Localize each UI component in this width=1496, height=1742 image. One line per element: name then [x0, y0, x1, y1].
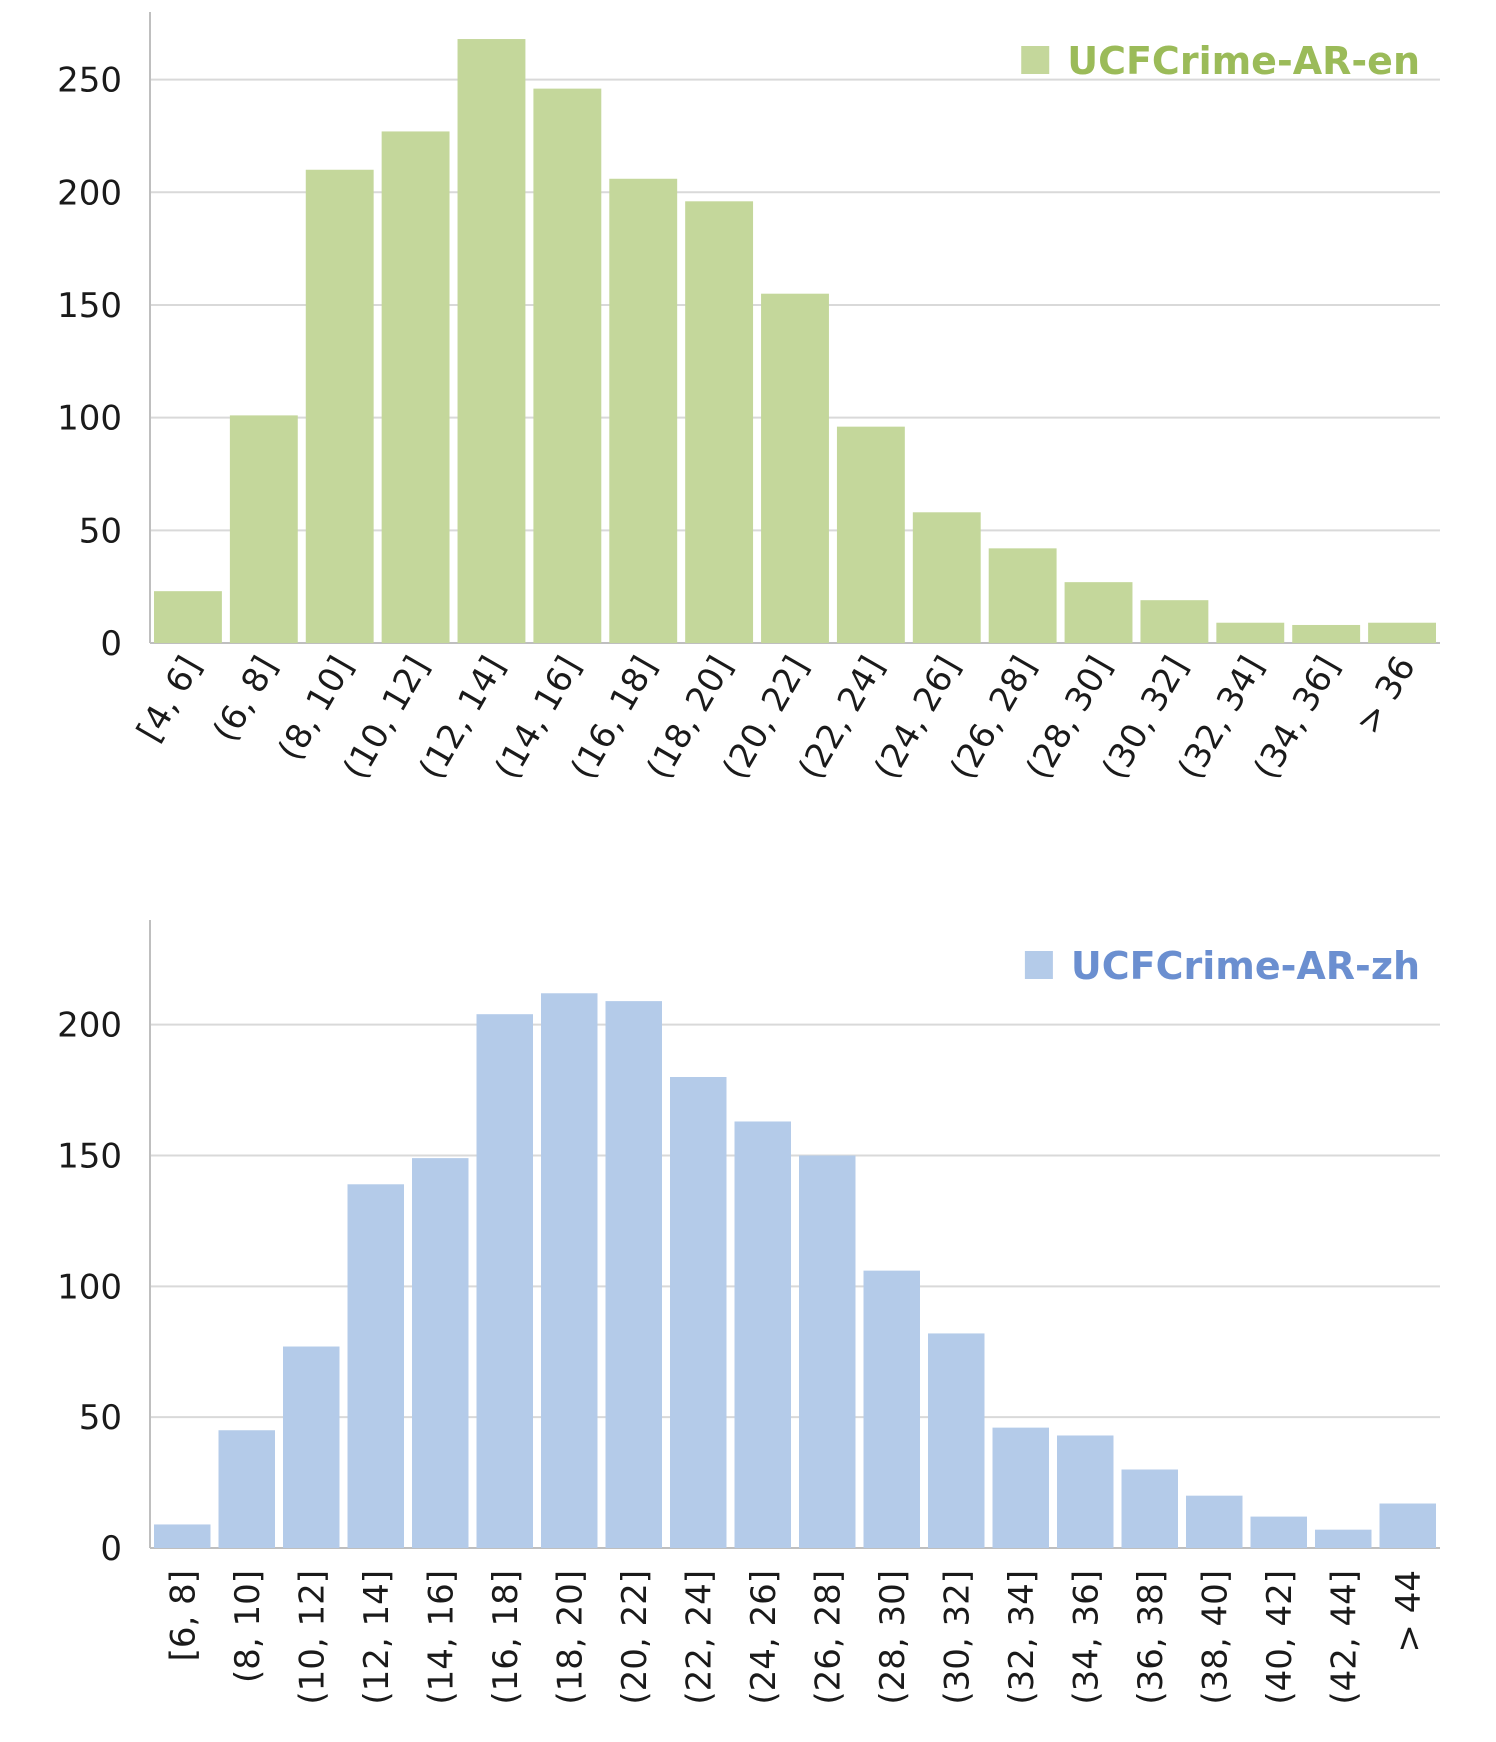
x-tick-label: (14, 16] [421, 1570, 461, 1705]
x-tick-label: [6, 8] [163, 1570, 203, 1661]
y-tick-label: 200 [57, 1006, 122, 1046]
bar [670, 1077, 727, 1548]
bar [1186, 1495, 1243, 1548]
x-tick-label: (18, 20] [550, 1570, 590, 1705]
bar [863, 1270, 920, 1548]
x-tick-label: (16, 18] [486, 1570, 526, 1705]
y-tick-label: 50 [79, 511, 122, 551]
legend-swatch [1021, 46, 1050, 74]
y-tick-label: 0 [100, 1529, 122, 1569]
x-tick-label: (42, 44] [1324, 1570, 1364, 1705]
y-tick-label: 100 [57, 399, 122, 439]
bar [928, 1333, 985, 1548]
bar [1216, 622, 1285, 643]
bar [1057, 1435, 1114, 1548]
bar [305, 169, 374, 643]
x-tick-label: (24, 26] [744, 1570, 784, 1705]
bar [1315, 1529, 1372, 1548]
y-tick-label: 200 [57, 173, 122, 213]
bar [992, 1427, 1049, 1548]
bar [836, 426, 905, 643]
bar [457, 39, 526, 644]
bar [381, 131, 450, 644]
x-tick-label: [4, 6] [129, 650, 209, 749]
bar [1368, 622, 1436, 643]
y-tick-label: 250 [57, 61, 122, 101]
chart-ucfcrime-ar-zh: 0 50 100 150 200 [6, 8] (8, 10] (10, 12] (12, 14… [57, 920, 1440, 1705]
bar [1140, 600, 1209, 643]
legend: UCFCrime-AR-zh [1024, 944, 1420, 988]
bar [154, 591, 222, 643]
bar [1121, 1469, 1178, 1548]
bar [347, 1184, 404, 1548]
bar [229, 415, 298, 643]
x-tick-label: (34, 36] [1066, 1570, 1106, 1705]
y-tick-label: 0 [100, 624, 122, 664]
x-tick-label: (8, 10] [228, 1570, 268, 1683]
y-tick-label: 50 [79, 1398, 122, 1438]
legend-label: UCFCrime-AR-en [1067, 39, 1420, 83]
legend-swatch [1024, 951, 1053, 979]
x-tick-label: (10, 12] [292, 1570, 332, 1705]
x-tick-label: (36, 38] [1131, 1570, 1171, 1705]
bar [912, 512, 981, 643]
x-tick-label: (12, 14] [357, 1570, 397, 1705]
x-tick-label: > 44 [1389, 1570, 1429, 1653]
bar [154, 1524, 211, 1548]
bar [1064, 582, 1133, 643]
x-tick-label: (22, 24] [679, 1570, 719, 1705]
bar [734, 1121, 791, 1548]
bar [685, 201, 754, 644]
y-tick-label: 100 [57, 1267, 122, 1307]
bar [1250, 1516, 1307, 1548]
bar [476, 1014, 533, 1548]
x-tick-label: (40, 42] [1260, 1570, 1300, 1705]
bar [605, 1001, 662, 1548]
bar [218, 1430, 275, 1548]
legend: UCFCrime-AR-en [1021, 39, 1420, 83]
x-tick-label: (6, 8] [205, 650, 285, 749]
bar [533, 88, 602, 643]
x-tick-label: (20, 22] [615, 1570, 655, 1705]
bar [283, 1346, 340, 1548]
bar [799, 1155, 856, 1548]
x-tick-label: (38, 40] [1195, 1570, 1235, 1705]
x-tick-label: > 36 [1348, 650, 1424, 742]
x-tick-label: (26, 28] [808, 1570, 848, 1705]
y-tick-label: 150 [57, 1137, 122, 1177]
x-tick-label: (28, 30] [873, 1570, 913, 1705]
x-tick-label: (30, 32] [937, 1570, 977, 1705]
bar [1379, 1503, 1436, 1548]
y-tick-label: 150 [57, 286, 122, 326]
bar [988, 548, 1057, 643]
bar [1292, 624, 1361, 643]
x-tick-label: (32, 34] [1002, 1570, 1042, 1705]
legend-label: UCFCrime-AR-zh [1071, 944, 1420, 988]
bar [412, 1158, 469, 1548]
bar [609, 178, 678, 643]
bar [761, 293, 829, 643]
bar [541, 993, 598, 1548]
